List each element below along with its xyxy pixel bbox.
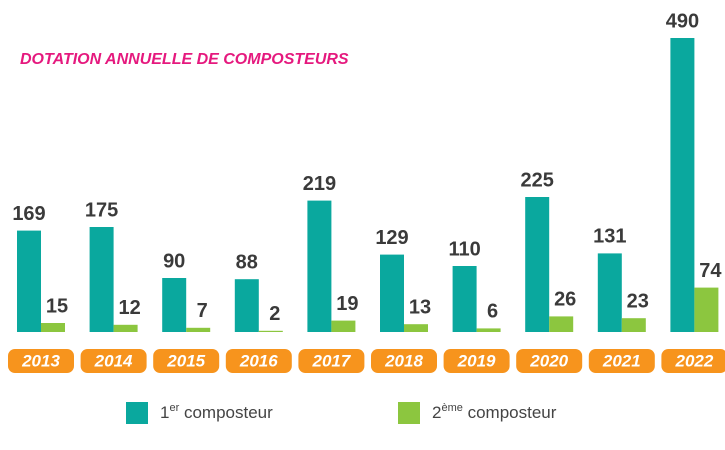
category-badge	[516, 349, 583, 373]
legend-swatch	[398, 402, 420, 424]
value-label: 6	[487, 301, 498, 323]
bar	[380, 254, 404, 332]
value-label: 13	[409, 296, 431, 318]
x-tick-label: 2018	[384, 351, 423, 370]
x-tick-label: 2013	[21, 351, 60, 370]
bar	[113, 324, 138, 332]
legend-swatch	[126, 402, 148, 424]
bar	[621, 318, 646, 332]
x-tick-label: 2022	[674, 351, 713, 370]
value-label: 23	[627, 290, 649, 312]
category-badge	[298, 349, 365, 373]
bar	[89, 227, 114, 332]
value-label: 90	[163, 250, 185, 272]
x-tick-label: 2019	[457, 351, 496, 370]
bar	[670, 38, 695, 332]
value-label: 26	[554, 289, 576, 311]
chart-title: DOTATION ANNUELLE DE COMPOSTEURS	[20, 51, 349, 68]
x-tick-label: 2021	[602, 351, 641, 370]
bar	[597, 253, 622, 332]
category-badge	[443, 349, 510, 373]
bar	[234, 279, 259, 332]
value-label: 2	[269, 303, 280, 325]
value-label: 7	[197, 300, 208, 322]
bar	[186, 327, 211, 332]
bar	[307, 200, 332, 332]
value-label: 169	[12, 203, 45, 225]
x-tick-label: 2015	[166, 351, 205, 370]
category-badge	[153, 349, 220, 373]
legend-label: 2ème composteur	[432, 402, 557, 423]
value-label: 110	[448, 238, 480, 260]
bar	[258, 330, 283, 332]
legend-label: 1er composteur	[160, 402, 273, 423]
x-tick-label: 2020	[529, 351, 568, 370]
bar	[549, 316, 574, 332]
bar	[41, 323, 65, 332]
bar	[17, 230, 41, 332]
x-tick-label: 2016	[239, 351, 278, 370]
x-tick-label: 2014	[94, 351, 133, 370]
value-label: 219	[303, 173, 336, 195]
value-label: 490	[666, 10, 699, 32]
value-label: 15	[46, 295, 68, 317]
category-badge	[371, 349, 437, 373]
value-label: 175	[85, 199, 118, 221]
category-badge	[8, 349, 74, 373]
value-label: 12	[118, 297, 140, 319]
bar	[476, 328, 501, 332]
value-label: 19	[336, 293, 358, 315]
bar	[331, 320, 356, 332]
category-badge	[588, 349, 655, 373]
category-badge	[661, 349, 725, 373]
bar	[525, 197, 550, 332]
category-badge	[80, 349, 147, 373]
x-tick-label: 2017	[311, 351, 351, 370]
bar	[404, 324, 428, 332]
value-label: 88	[236, 251, 258, 273]
bar	[452, 266, 477, 332]
value-label: 74	[699, 260, 722, 282]
value-label: 225	[521, 169, 554, 191]
bar	[694, 287, 719, 332]
bar	[162, 278, 187, 332]
value-label: 131	[593, 226, 626, 248]
category-badge	[225, 349, 292, 373]
value-label: 129	[375, 227, 408, 249]
